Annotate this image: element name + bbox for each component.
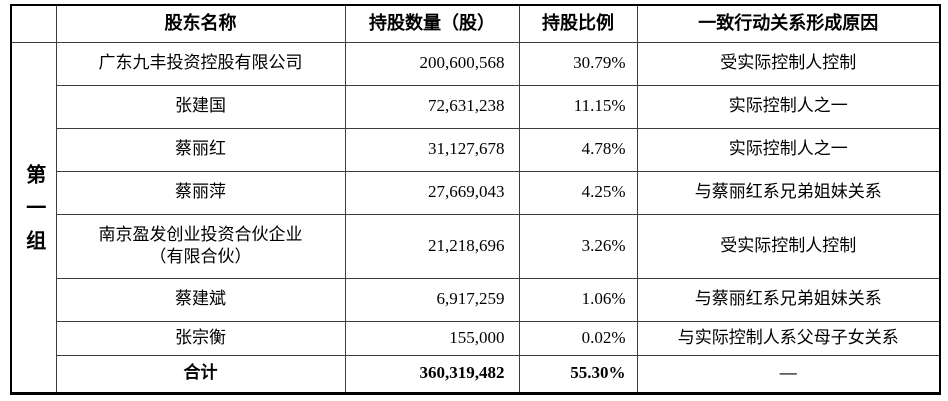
total-share-count-cell: 360,319,482: [344, 354, 520, 394]
shareholder-table: 股东名称 持股数量（股） 持股比例 一致行动关系形成原因 第一组 广东九丰投资控…: [10, 4, 941, 395]
share-ratio-cell: 30.79%: [518, 41, 638, 86]
share-ratio-cell: 3.26%: [518, 213, 638, 279]
total-row: 合计 360,319,482 55.30% —: [11, 354, 941, 394]
group-label-cell: 第一组: [10, 41, 57, 394]
share-count-cell: 27,669,043: [344, 170, 520, 215]
table-row: 张建国 72,631,238 11.15% 实际控制人之一: [11, 84, 941, 129]
share-count-cell: 72,631,238: [344, 84, 520, 129]
shareholder-name-cell: 广东九丰投资控股有限公司: [55, 41, 346, 86]
reason-cell: 实际控制人之一: [636, 127, 941, 172]
share-count-cell: 31,127,678: [344, 127, 520, 172]
header-cell-group: [10, 4, 57, 43]
header-cell-share-ratio: 持股比例: [518, 4, 638, 43]
share-count-cell: 6,917,259: [344, 277, 520, 322]
total-share-ratio-cell: 55.30%: [518, 354, 638, 394]
header-row: 股东名称 持股数量（股） 持股比例 一致行动关系形成原因: [10, 4, 941, 43]
share-count-cell: 21,218,696: [344, 213, 520, 279]
group-label: 第一组: [22, 164, 45, 264]
share-ratio-cell: 0.02%: [518, 320, 638, 356]
shareholder-name-cell: 蔡建斌: [55, 277, 346, 322]
share-ratio-cell: 4.25%: [518, 170, 638, 215]
shareholder-table-container: 股东名称 持股数量（股） 持股比例 一致行动关系形成原因 第一组 广东九丰投资控…: [10, 4, 941, 395]
reason-cell: 受实际控制人控制: [636, 41, 941, 86]
shareholder-name-cell: 南京盈发创业投资合伙企业 （有限合伙）: [55, 213, 346, 279]
reason-cell: 与实际控制人系父母子女关系: [636, 320, 941, 356]
header-cell-share-count: 持股数量（股）: [344, 4, 520, 43]
reason-cell: 与蔡丽红系兄弟姐妹关系: [636, 170, 941, 215]
share-count-cell: 155,000: [344, 320, 520, 356]
table-body: 第一组 广东九丰投资控股有限公司 200,600,568 30.79% 受实际控…: [10, 41, 941, 394]
table-row: 蔡丽红 31,127,678 4.78% 实际控制人之一: [11, 127, 941, 172]
shareholder-name-cell: 张宗衡: [55, 320, 346, 356]
reason-cell: 受实际控制人控制: [636, 213, 941, 279]
table-row: 张宗衡 155,000 0.02% 与实际控制人系父母子女关系: [11, 320, 941, 356]
shareholder-name-cell: 蔡丽红: [55, 127, 346, 172]
shareholder-name-cell: 张建国: [55, 84, 346, 129]
header-cell-relationship-reason: 一致行动关系形成原因: [636, 4, 941, 43]
share-ratio-cell: 4.78%: [518, 127, 638, 172]
reason-cell: 与蔡丽红系兄弟姐妹关系: [636, 277, 941, 322]
shareholder-name-cell: 蔡丽萍: [55, 170, 346, 215]
share-ratio-cell: 1.06%: [518, 277, 638, 322]
table-row: 第一组 广东九丰投资控股有限公司 200,600,568 30.79% 受实际控…: [10, 41, 941, 394]
table-header: 股东名称 持股数量（股） 持股比例 一致行动关系形成原因: [10, 4, 941, 43]
total-label-cell: 合计: [55, 354, 346, 394]
share-ratio-cell: 11.15%: [518, 84, 638, 129]
header-cell-shareholder-name: 股东名称: [55, 4, 346, 43]
total-reason-cell: —: [636, 354, 941, 394]
table-row: 蔡建斌 6,917,259 1.06% 与蔡丽红系兄弟姐妹关系: [11, 277, 941, 322]
reason-cell: 实际控制人之一: [636, 84, 941, 129]
table-row: 蔡丽萍 27,669,043 4.25% 与蔡丽红系兄弟姐妹关系: [11, 170, 941, 215]
table-row: 南京盈发创业投资合伙企业 （有限合伙） 21,218,696 3.26% 受实际…: [11, 213, 941, 279]
share-count-cell: 200,600,568: [344, 41, 520, 86]
